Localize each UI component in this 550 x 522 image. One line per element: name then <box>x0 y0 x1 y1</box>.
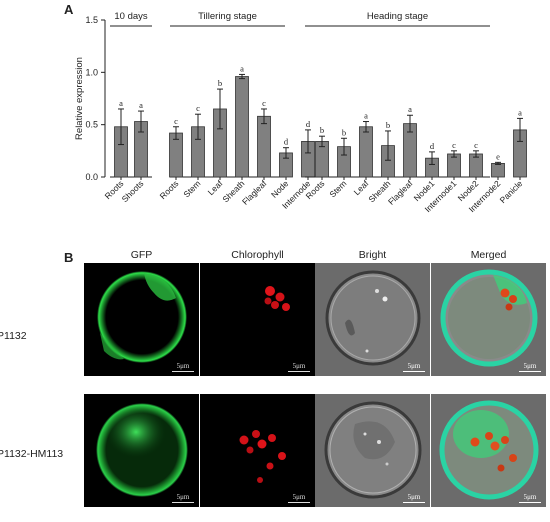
significance-letter: a <box>139 100 143 110</box>
column-header-gfp: GFP <box>130 249 153 261</box>
column-header-bright: Bright <box>358 249 387 261</box>
scale-bar: 5μm <box>403 493 425 503</box>
significance-letter: a <box>408 104 412 114</box>
scale-bar: 5μm <box>172 362 194 372</box>
bright-image-p1132: 5μm <box>315 263 430 376</box>
scale-bar: 5μm <box>288 493 310 503</box>
significance-letter: b <box>320 125 324 135</box>
merged-image-p1132: 5μm <box>431 263 546 376</box>
group-label: Tillering stage <box>198 11 257 22</box>
significance-letter: a <box>240 63 244 73</box>
group-label: Heading stage <box>367 11 428 22</box>
significance-letter: e <box>496 151 500 161</box>
category-label: Panicle <box>498 178 525 205</box>
row-label-p1132-hm113: P1132-HM113 <box>0 448 64 460</box>
panel-b-label: B <box>64 250 74 265</box>
significance-letter: a <box>518 107 522 117</box>
significance-letter: a <box>364 111 368 121</box>
significance-letter: d <box>430 141 435 151</box>
y-axis-label: Relative expression <box>74 57 85 140</box>
category-label: Stem <box>327 178 348 199</box>
gfp-image-p1132-hm113: 5μm <box>84 394 199 507</box>
category-label: Leaf <box>352 178 371 197</box>
scale-bar: 5μm <box>288 362 310 372</box>
y-tick-label: 1.5 <box>85 15 98 25</box>
significance-letter: b <box>342 127 346 137</box>
chlorophyll-image-p1132-hm113: 5μm <box>200 394 315 507</box>
significance-letter: a <box>119 98 123 108</box>
gfp-image-p1132: 5μm <box>84 263 199 376</box>
category-label: Flagleaf <box>240 178 269 207</box>
y-tick-label: 1.0 <box>85 67 98 77</box>
significance-letter: c <box>474 140 478 150</box>
bar <box>257 115 271 178</box>
scale-bar: 5μm <box>172 493 194 503</box>
bar <box>359 126 373 178</box>
significance-letter: d <box>284 137 289 147</box>
scale-bar: 5μm <box>519 493 541 503</box>
bar <box>491 162 505 178</box>
category-label: Stem <box>181 178 202 199</box>
significance-letter: d <box>306 119 311 129</box>
merged-image-p1132-hm113: 5μm <box>431 394 546 507</box>
category-label: Flagleaf <box>386 178 415 207</box>
group-label: 10 days <box>114 11 148 22</box>
y-tick-label: 0.5 <box>85 120 98 130</box>
significance-letter: c <box>452 140 456 150</box>
bright-image-p1132-hm113: 5μm <box>315 394 430 507</box>
category-label: Roots <box>158 178 181 201</box>
significance-letter: c <box>196 103 200 113</box>
bar-chart: 0.0 0.5 1.0 1.5 Relative expression 10 days a R… <box>74 11 527 214</box>
panel-a-label: A <box>64 2 74 17</box>
category-label: Leaf <box>206 178 225 197</box>
y-tick-label: 0.0 <box>85 172 98 182</box>
significance-letter: c <box>174 116 178 126</box>
column-header-chlorophyll: Chlorophyll <box>231 249 284 261</box>
scale-bar: 5μm <box>403 362 425 372</box>
significance-letter: c <box>262 98 266 108</box>
row-label-p1132: P1132 <box>0 330 27 342</box>
column-header-merged: Merged <box>470 249 507 261</box>
significance-letter: b <box>218 78 222 88</box>
significance-letter: b <box>386 120 390 130</box>
chlorophyll-image-p1132: 5μm <box>200 263 315 376</box>
category-label: Shoots <box>120 178 146 204</box>
bar <box>235 76 249 178</box>
scale-bar: 5μm <box>519 362 541 372</box>
